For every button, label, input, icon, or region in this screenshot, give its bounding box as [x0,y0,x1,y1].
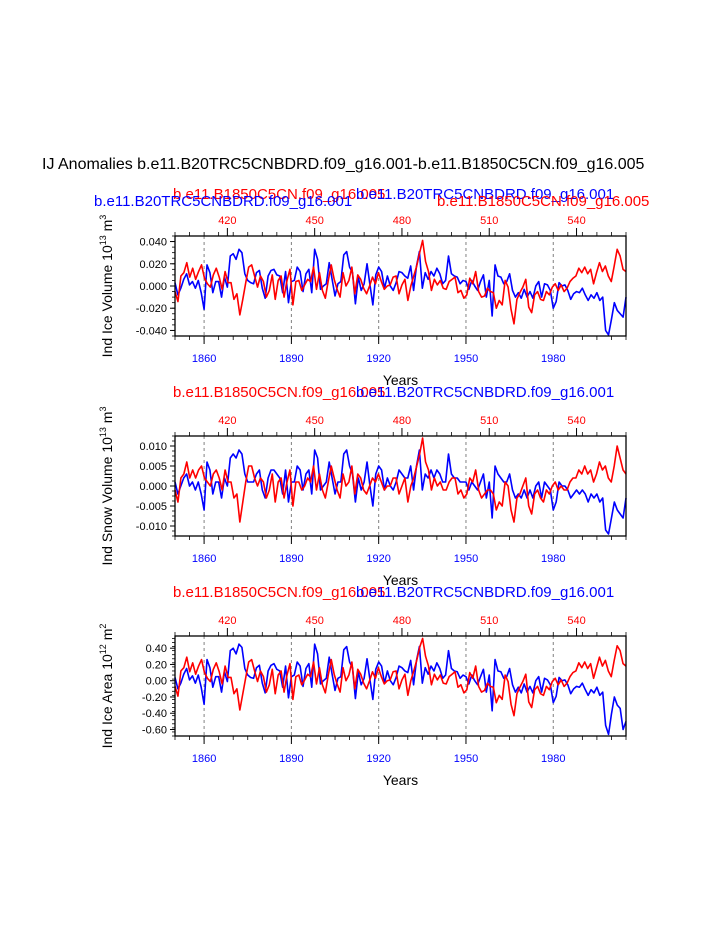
panel-2-ytick-label: -0.60 [142,724,167,736]
panel-1-ytick-label: 0.000 [139,481,167,493]
panel-2-toptick-label-510: 510 [480,615,498,627]
panel-2-xtick-label-1950: 1950 [454,753,478,765]
panel-2-xtick-label-1860: 1860 [192,753,216,765]
panel-0-xtick-label-1860: 1860 [192,353,216,365]
panel-1-ylabel: Ind Snow Volume 1013 m3 [98,406,115,565]
panel-2-series-blue [174,643,627,736]
panel-0-ytick-label: -0.020 [136,303,167,315]
panel-1-xtick-label-1920: 1920 [366,553,390,565]
panel-1-xtick-label-1950: 1950 [454,553,478,565]
panel-2-ytick-label: 0.00 [146,676,167,688]
panel-1-ytick-label: -0.005 [136,501,167,513]
panel-0-series-red [174,239,627,325]
panel-0-toptick-label-540: 540 [567,215,585,227]
panel-1-series-blue [174,449,627,535]
panel-0-xtick-label-1890: 1890 [279,353,303,365]
panel-0-ytick-label: 0.040 [139,237,167,249]
panel-2-frame [174,635,627,737]
panel-0-red-label-right: b.e11.B1850C5CN.f09_g16.005 [437,193,650,210]
panel-0-xtick-label-1920: 1920 [366,353,390,365]
panel-1-xtick-label-1860: 1860 [192,553,216,565]
panel-0-toptick-label-510: 510 [480,215,498,227]
panel-2-xtick-label-1980: 1980 [541,753,565,765]
panel-0-ylabel: Ind Ice Volume 1013 m3 [98,215,115,358]
panel-1-red-label: b.e11.B1850C5CN.f09_g16.005 [173,384,386,401]
panel-2-toptick-label-540: 540 [567,615,585,627]
panel-1-ytick-label: 0.005 [139,461,167,473]
panel-2-ylabel: Ind Ice Area 1012 m2 [98,624,115,749]
panel-2-toptick-label-420: 420 [218,615,236,627]
panel-0-ytick-label: 0.020 [139,259,167,271]
panel-2-toptick-label-480: 480 [393,615,411,627]
panel-2-xtick-label-1890: 1890 [279,753,303,765]
panel-1-xtick-label-1980: 1980 [541,553,565,565]
panel-1-ytick-label: -0.010 [136,521,167,533]
panel-1-blue-label: b.e11.B20TRC5CNBDRD.f09_g16.001 [356,384,615,401]
panel-0-toptick-label-450: 450 [305,215,323,227]
panel-0-red-label-left: b.e11.B1850C5CN.f09_g16.005 [173,186,386,203]
panel-2-toptick-label-450: 450 [305,615,323,627]
panel-0-blue-label-left: b.e11.B20TRC5CNBDRD.f09_g16.001 [94,193,353,210]
panel-1-toptick-label-420: 420 [218,415,236,427]
panel-2-ytick-label: -0.40 [142,708,167,720]
panel-1-toptick-label-480: 480 [393,415,411,427]
panel-0-blue-label-right: b.e11.B20TRC5CNBDRD.f09_g16.001 [356,186,615,203]
panel-0-ytick-label: 0.000 [139,281,167,293]
panel-1-toptick-label-510: 510 [480,415,498,427]
page-title: IJ Anomalies b.e11.B20TRC5CNBDRD.f09_g16… [42,156,645,173]
panel-0-ytick-label: -0.040 [136,325,167,337]
panel-0-xtick-label-1980: 1980 [541,353,565,365]
panel-2-xlabel: Years [383,772,418,788]
panel-1-series-red [174,437,627,523]
panel-1-xtick-label-1890: 1890 [279,553,303,565]
panel-2-ytick-label: 0.40 [146,643,167,655]
panel-0-toptick-label-420: 420 [218,215,236,227]
panel-1-toptick-label-540: 540 [567,415,585,427]
panel-1-toptick-label-450: 450 [305,415,323,427]
panel-2-red-label: b.e11.B1850C5CN.f09_g16.005 [173,584,386,601]
panel-1-xlabel: Years [383,572,418,588]
panel-0-toptick-label-480: 480 [393,215,411,227]
panel-0-series-blue [174,248,627,336]
panel-1-ytick-label: 0.010 [139,441,167,453]
panel-2-series-red [174,637,627,717]
panel-2-xtick-label-1920: 1920 [366,753,390,765]
panel-2-blue-label: b.e11.B20TRC5CNBDRD.f09_g16.001 [356,584,615,601]
panel-0-xtick-label-1950: 1950 [454,353,478,365]
panel-2-ytick-label: -0.20 [142,692,167,704]
panel-2-ytick-label: 0.20 [146,659,167,671]
panel-0-xlabel: Years [383,372,418,388]
